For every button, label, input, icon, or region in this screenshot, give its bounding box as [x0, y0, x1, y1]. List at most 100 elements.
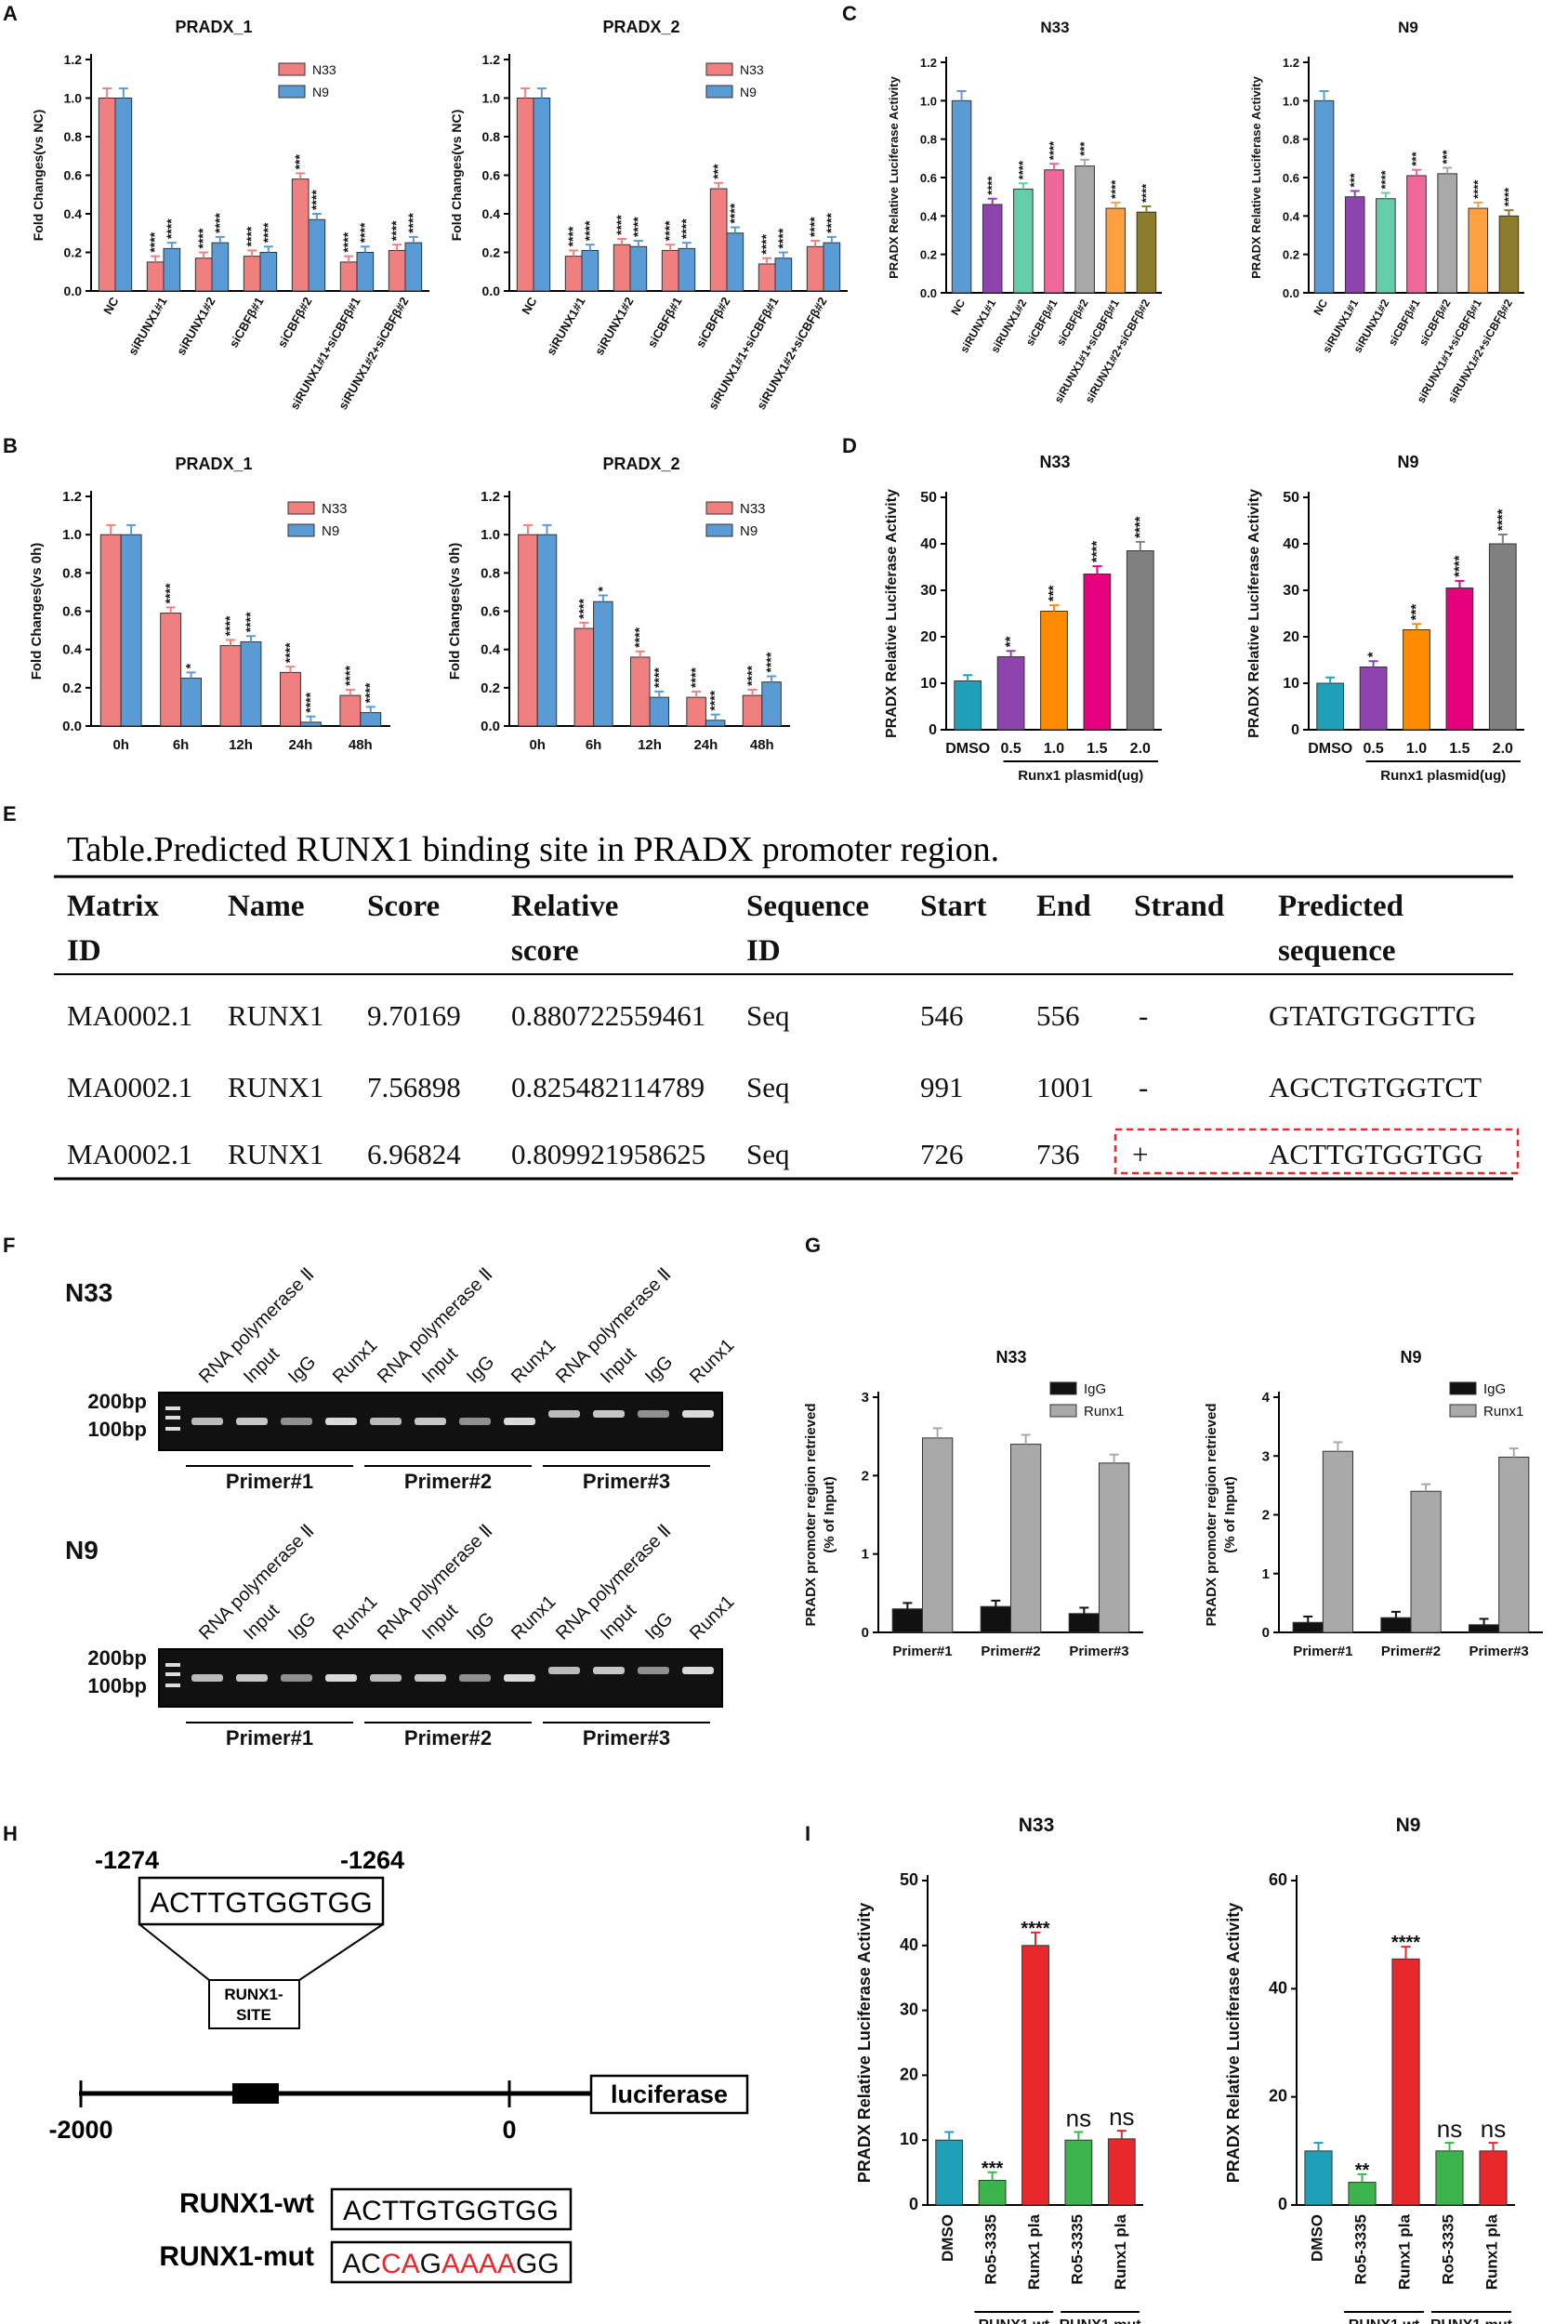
significance-label: **** — [1021, 1919, 1049, 1939]
bar-sirunx1-1 — [1344, 196, 1365, 294]
lane-label: IgG — [641, 1352, 677, 1387]
bar-primer-3 — [1468, 1624, 1500, 1633]
chart-g-n33: N33 0 1 2 3 PRADX promoter region retrieved (%… — [803, 1348, 1143, 1659]
x-tick-label: 24h — [288, 737, 312, 753]
lane-label: Runx1 — [507, 1591, 560, 1644]
significance-label: **** — [195, 228, 210, 248]
y-axis-label: PRADX Relative Luciferase Activity — [1246, 489, 1262, 738]
primer-label: Primer#1 — [226, 1470, 313, 1493]
bar-sirunx1-2-sicbf-2 — [404, 242, 423, 292]
x-tick-label: 12h — [638, 737, 662, 753]
panel-letter-b: B — [3, 434, 18, 457]
legend-swatch-n9 — [705, 523, 733, 537]
x-tick-label: Primer#3 — [1069, 1644, 1128, 1659]
significance-label: **** — [632, 627, 647, 647]
table-header-4: Sequence — [746, 890, 869, 923]
ladder-100bp: 100bp — [87, 1418, 147, 1441]
bar-sirunx1-2 — [629, 245, 648, 292]
y-tick-label: 0.4 — [920, 209, 938, 223]
y-tick-label: 20 — [900, 2065, 918, 2083]
ladder-100bp: 100bp — [87, 1674, 147, 1697]
significance-label: * — [595, 587, 610, 592]
gel-band — [682, 1667, 714, 1674]
table-cell: 6.96824 — [367, 1138, 461, 1170]
y-tick-label: 0.0 — [1283, 286, 1299, 300]
y-axis-label: Fold Changes(vs NC) — [449, 110, 464, 242]
mutated-bases: AAAA — [441, 2249, 516, 2279]
bar-0h — [99, 534, 122, 727]
legend-label: IgG — [1084, 1381, 1106, 1397]
legend-swatch-n9 — [705, 85, 733, 99]
bar-6h — [593, 601, 613, 727]
x-tick-label: 2.0 — [1130, 741, 1151, 757]
chart-title: N9 — [1398, 19, 1418, 36]
bar-sirunx1-1 — [564, 256, 583, 292]
y-tick-label: 0.8 — [482, 129, 501, 144]
legend-swatch-n33 — [705, 62, 733, 76]
ladder-200bp: 200bp — [87, 1390, 147, 1413]
x-tick-label: 24h — [693, 737, 718, 753]
gel-band — [638, 1667, 669, 1674]
table-header-1: Name — [228, 890, 304, 923]
bar-12h — [219, 645, 242, 727]
legend-label: N9 — [312, 85, 329, 99]
significance-label: **** — [222, 615, 237, 636]
lane-label: Runx1 — [329, 1335, 381, 1387]
y-tick-label: 0.6 — [64, 168, 83, 183]
chart-g-n9: N9 0 1 2 3 4 PRADX promoter region retrieved (%… — [1204, 1348, 1543, 1659]
table-cell: 0.825482114789 — [511, 1071, 705, 1103]
x-tick-label: Primer#1 — [1293, 1644, 1352, 1659]
bar-24h — [686, 696, 706, 727]
y-tick-label: 1.2 — [482, 52, 501, 67]
table-cell: AGCTGTGGTCT — [1269, 1071, 1482, 1103]
chart-title: PRADX_1 — [175, 18, 252, 36]
x-tick-label: Ro5-3335 — [1068, 2214, 1086, 2285]
y-axis-label: PRADX Relative Luciferase Activity — [855, 1903, 874, 2183]
chart-d-n33: N33 0 10 20 30 40 50 PRADX Relative Luciferase … — [884, 453, 1162, 784]
bar-runx1-pla — [1021, 1945, 1049, 2206]
lane-label: Runx1 — [686, 1591, 738, 1644]
lane-label: IgG — [284, 1608, 320, 1644]
bar-0-5 — [996, 656, 1025, 731]
y-tick-label: 1.2 — [64, 52, 83, 67]
table-header-3: Relative — [511, 890, 618, 923]
legend-label: N9 — [740, 85, 757, 99]
gel-band — [370, 1418, 402, 1425]
significance-label: **** — [1047, 140, 1061, 160]
y-tick-label: 10 — [1283, 676, 1299, 692]
gel-cell-label: N33 — [65, 1278, 112, 1307]
bar-sirunx1-1-sicbf-1 — [1105, 207, 1127, 294]
significance-label: **** — [163, 583, 178, 603]
bar-sirunx1-1-sicbf-1 — [339, 261, 358, 292]
chart-b-pradx2: PRADX_2 0.0 0.2 0.4 0.6 0.8 1.0 1.2 Fold Changes… — [447, 455, 790, 753]
bar-48h — [761, 681, 782, 727]
y-tick-label: 0.0 — [64, 284, 83, 298]
group-label: RUNX1 mut — [1060, 2317, 1142, 2324]
bar-primer-2 — [1410, 1490, 1442, 1633]
chart-title: N33 — [1039, 453, 1070, 471]
table-cell: 726 — [920, 1138, 964, 1170]
bar-24h — [705, 720, 726, 727]
bar-primer-3 — [1498, 1457, 1530, 1633]
chart-a-pradx2: PRADX_2 0.0 0.2 0.4 0.6 0.8 1.0 1.2 Fold Changes… — [449, 18, 848, 412]
y-tick-label: 60 — [1269, 1870, 1287, 1889]
table-cell: - — [1139, 1071, 1148, 1103]
y-tick-label: 0.6 — [62, 604, 82, 620]
y-tick-label: 0.0 — [920, 286, 937, 300]
table-caption: Table.Predicted RUNX1 binding site in PR… — [67, 830, 999, 869]
x-tick-label: NC — [519, 294, 540, 316]
significance-label: **** — [763, 652, 778, 672]
legend-swatch-igg — [1049, 1381, 1077, 1395]
lane-label: IgG — [641, 1608, 677, 1644]
axis-left-label: -2000 — [48, 2116, 112, 2144]
legend-swatch-n33 — [278, 62, 306, 76]
table-header-8: sequence — [1278, 934, 1396, 968]
bar-sirunx1-1-sicbf-1 — [356, 252, 375, 292]
chart-title: PRADX_2 — [602, 18, 679, 36]
y-tick-label: 2 — [862, 1468, 869, 1484]
gel-cell-label: N9 — [65, 1536, 99, 1565]
bar-sirunx1-1 — [581, 249, 600, 292]
bar-12h — [629, 656, 651, 727]
bar-dmso — [935, 2139, 964, 2206]
x-tick-label: 1.0 — [1406, 741, 1427, 757]
